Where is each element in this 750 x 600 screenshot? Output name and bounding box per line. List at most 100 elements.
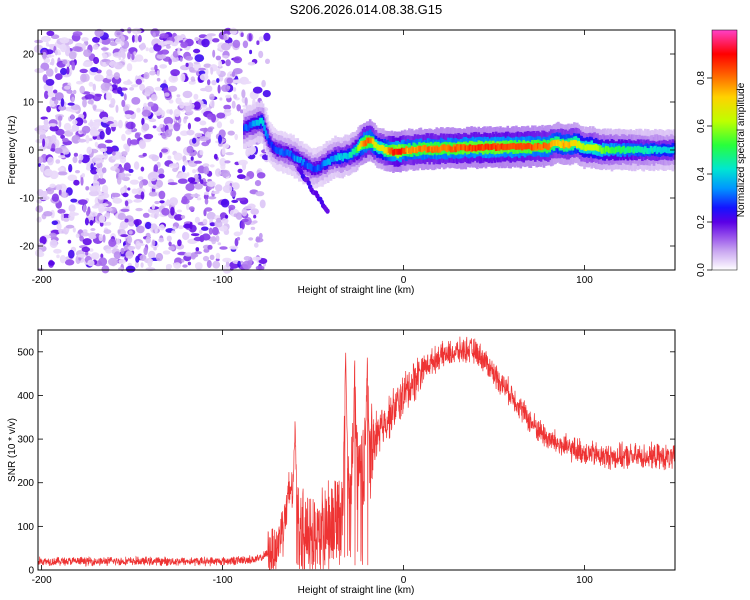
noise-blob [98,233,104,242]
ridge-cell [306,163,310,169]
noise-blob [87,259,95,267]
ridge-cell [438,146,441,153]
noise-blob [165,129,173,138]
ridge-cell [274,147,278,153]
noise-blob [41,35,51,43]
ridge-cell [445,146,449,153]
ridge-cell [639,146,643,153]
noise-blob [233,87,237,92]
noise-blob [222,143,230,149]
ridge-cell [442,144,446,150]
noise-blob [231,182,240,190]
noise-blob [35,249,43,257]
noise-blob [211,99,215,109]
noise-blob [155,252,164,262]
ridge-cell [308,162,311,169]
snr-y-label: SNR (10 * v/v) [7,418,18,482]
ridge-cell [347,153,350,160]
noise-blob [180,130,189,136]
noise-blob [211,38,220,43]
ridge-cell [269,139,272,146]
ridge-cell [584,145,588,152]
noise-blob [190,76,195,82]
noise-blob [209,254,215,260]
noise-blob [189,221,193,230]
noise-blob [79,68,88,74]
noise-blob [173,122,181,132]
noise-blob [120,247,125,255]
noise-blob [166,199,170,207]
noise-blob [127,51,131,60]
noise-blob [112,197,123,204]
noise-blob [223,104,232,110]
ridge-cell [523,143,527,150]
ridge-cell [600,148,604,154]
noise-blob [89,185,98,192]
noise-blob [235,212,243,220]
ridge-cell [351,148,355,155]
noise-blob [228,204,236,211]
noise-blob [124,110,135,116]
noise-blob [183,102,191,106]
noise-blob [55,184,63,191]
ridge-cell [298,157,301,163]
noise-blob [94,141,99,148]
noise-blob [242,40,249,49]
noise-blob [139,180,144,189]
noise-blob [49,125,59,132]
ridge-branch-cell [325,208,330,214]
noise-blob [129,139,140,145]
noise-blob [190,233,200,237]
noise-blob [211,226,219,236]
noise-blob [105,212,111,217]
ridge-cell [257,119,261,126]
ridge-cell [658,146,662,153]
noise-blob [263,32,271,42]
noise-blob [216,112,226,119]
ridge-cell [522,143,525,149]
noise-blob [203,63,212,68]
noise-blob [151,204,156,210]
noise-blob [36,125,45,130]
noise-blob [117,86,123,95]
noise-blob [55,73,63,80]
ridge-cell [667,147,670,154]
noise-blob [186,172,190,177]
noise-blob [203,248,210,253]
noise-blob [176,136,181,142]
noise-blob [34,39,44,44]
ridge-cell [465,145,469,152]
noise-blob [209,164,215,168]
noise-blob [248,146,255,156]
noise-blob [80,73,87,83]
ridge-cell [279,149,282,156]
ridge-cell [408,147,411,154]
noise-blob [55,159,61,164]
noise-blob [144,221,152,230]
ridge-cell [646,148,650,155]
ridge-cell [580,144,583,150]
noise-blob [105,92,112,101]
noise-blob [50,134,57,143]
noise-blob [48,260,55,266]
noise-blob [215,258,220,262]
ridge-cell [555,140,559,147]
noise-blob [39,236,47,245]
ridge-cell [258,117,262,124]
ridge-cell [541,144,544,151]
noise-blob [248,33,252,42]
noise-blob [186,145,194,154]
noise-blob [105,147,115,153]
noise-blob [97,143,107,149]
noise-blob [86,210,90,217]
ridge-cell [655,148,659,154]
noise-blob [125,129,132,135]
noise-blob [204,68,209,76]
noise-blob [225,59,231,67]
noise-blob [167,155,172,160]
ridge-cell [313,166,317,172]
ridge-cell [416,146,420,152]
noise-blob [206,181,216,187]
noise-blob [46,106,51,113]
noise-blob [244,97,248,106]
